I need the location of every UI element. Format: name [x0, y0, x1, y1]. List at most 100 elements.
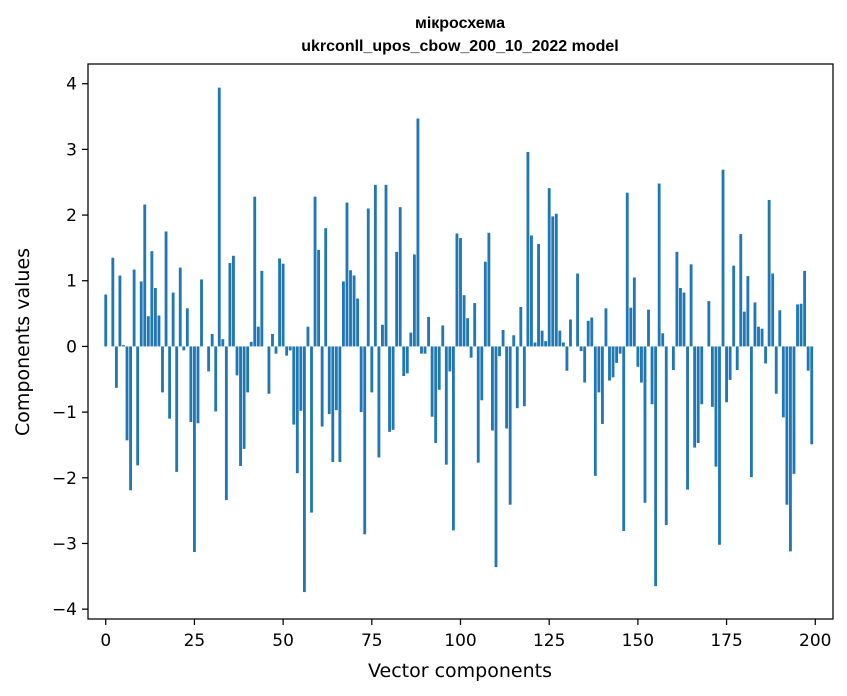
bar-150 [636, 346, 640, 367]
bar-188 [771, 273, 775, 347]
bar-11 [143, 204, 147, 347]
bar-180 [742, 311, 746, 347]
bar-137 [590, 317, 594, 347]
bar-14 [153, 287, 157, 347]
bar-102 [466, 318, 470, 347]
bar-61 [320, 346, 324, 427]
bar-6 [125, 346, 129, 441]
bar-123 [540, 330, 544, 347]
bar-140 [600, 346, 604, 424]
bar-151 [640, 346, 643, 383]
y-tick-label: 1 [66, 272, 77, 292]
bar-67 [342, 281, 345, 347]
x-tick-label: 200 [799, 631, 831, 651]
bar-69 [349, 270, 352, 347]
y-tick-label: −4 [52, 600, 77, 620]
bar-181 [746, 276, 750, 347]
bar-164 [686, 346, 689, 490]
bar-46 [267, 346, 271, 394]
bar-39 [242, 346, 246, 449]
bar-114 [508, 346, 512, 505]
bar-16 [161, 346, 164, 393]
bar-190 [778, 310, 782, 347]
bar-168 [700, 346, 704, 405]
bar-70 [352, 275, 356, 347]
bar-147 [625, 192, 629, 347]
y-tick-label: −2 [52, 469, 77, 489]
bar-154 [650, 346, 654, 405]
chart-title-line1: мікросхема [415, 15, 505, 32]
bar-79 [384, 184, 388, 347]
bar-165 [689, 264, 693, 347]
bar-160 [671, 346, 675, 371]
bar-49 [278, 258, 281, 347]
bar-111 [498, 346, 501, 357]
bar-109 [491, 346, 494, 431]
bar-82 [395, 251, 399, 347]
bar-98 [451, 346, 455, 531]
bar-167 [696, 346, 700, 443]
bar-25 [193, 346, 196, 553]
bar-101 [462, 295, 466, 347]
bar-185 [760, 328, 764, 347]
bar-119 [526, 152, 530, 347]
x-tick-label: 150 [622, 631, 654, 651]
bar-100 [459, 238, 462, 347]
bar-0 [104, 294, 108, 347]
bar-71 [356, 298, 360, 347]
bar-106 [480, 346, 484, 401]
bar-162 [679, 287, 682, 347]
bar-40 [246, 346, 250, 393]
bar-64 [331, 346, 335, 463]
bar-175 [725, 346, 728, 403]
bar-199 [810, 346, 814, 445]
bar-58 [310, 346, 313, 513]
bar-110 [494, 346, 498, 568]
bar-59 [313, 196, 317, 347]
bar-148 [629, 307, 633, 347]
bar-50 [281, 263, 285, 347]
bar-145 [618, 346, 622, 354]
bar-112 [501, 330, 505, 347]
x-tick-label: 0 [100, 631, 111, 651]
bar-122 [537, 243, 540, 347]
bar-26 [196, 346, 200, 424]
bar-155 [654, 346, 658, 587]
bar-146 [622, 346, 626, 531]
bar-18 [168, 346, 172, 419]
bar-35 [228, 263, 232, 347]
bar-41 [249, 341, 253, 347]
bar-163 [682, 292, 686, 347]
bar-195 [796, 304, 799, 347]
bar-128 [558, 330, 562, 347]
bar-103 [469, 346, 473, 358]
bar-174 [721, 169, 725, 347]
bar-32 [217, 87, 221, 347]
y-tick-label: 0 [66, 337, 77, 357]
bar-120 [530, 235, 533, 347]
y-axis-label: Components values [12, 248, 34, 436]
bar-34 [224, 346, 228, 501]
bar-191 [781, 346, 785, 418]
bar-125 [547, 188, 551, 347]
x-axis-label: Vector components [368, 660, 552, 682]
bar-17 [164, 231, 168, 347]
bar-62 [324, 228, 328, 347]
bar-63 [327, 346, 331, 415]
bars-group [104, 87, 814, 593]
bar-48 [274, 346, 278, 354]
bar-31 [214, 346, 218, 412]
bar-117 [519, 307, 523, 347]
bar-15 [157, 315, 161, 347]
bar-172 [714, 346, 718, 467]
bar-144 [615, 346, 619, 363]
bar-92 [430, 346, 434, 417]
bar-29 [207, 346, 211, 372]
bar-152 [643, 346, 647, 503]
bar-53 [292, 346, 296, 425]
bar-93 [434, 346, 438, 443]
bar-37 [235, 346, 239, 376]
bar-73 [363, 346, 367, 535]
bar-187 [767, 199, 771, 347]
